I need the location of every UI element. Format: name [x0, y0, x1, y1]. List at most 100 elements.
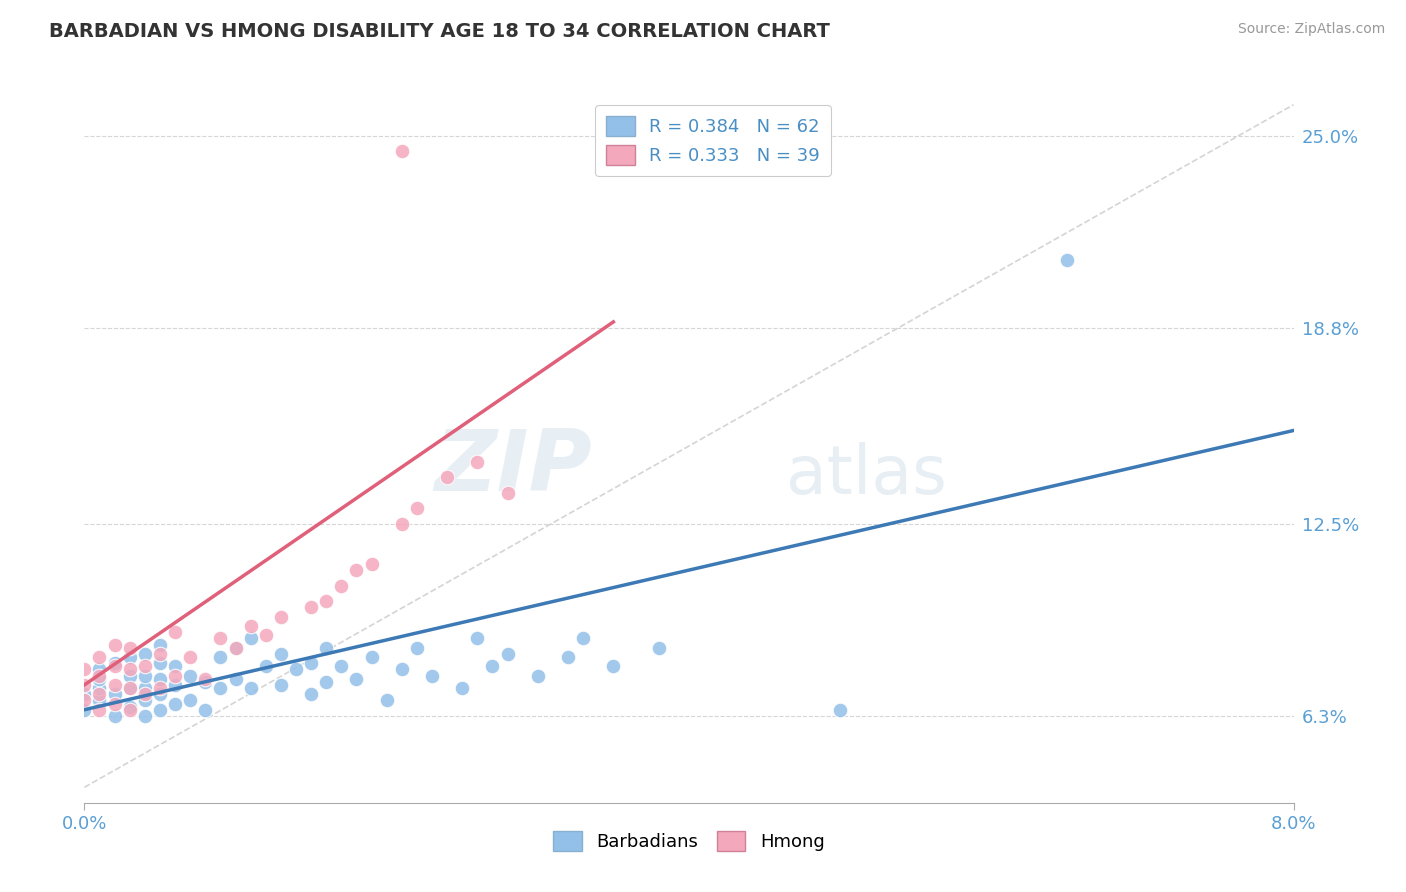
Point — [467, 632, 489, 646]
Point — [104, 697, 127, 711]
Point — [179, 650, 201, 665]
Point — [239, 632, 262, 646]
Point — [118, 668, 141, 682]
Text: BARBADIAN VS HMONG DISABILITY AGE 18 TO 34 CORRELATION CHART: BARBADIAN VS HMONG DISABILITY AGE 18 TO … — [49, 22, 830, 41]
Point — [89, 681, 111, 695]
Point — [118, 699, 141, 714]
Point — [134, 668, 156, 682]
Point — [391, 662, 413, 676]
Point — [89, 672, 111, 686]
Point — [330, 659, 353, 673]
Point — [360, 650, 382, 665]
Point — [118, 681, 141, 695]
Point — [330, 579, 353, 593]
Point — [104, 656, 127, 670]
Point — [830, 703, 852, 717]
Point — [239, 681, 262, 695]
Point — [134, 687, 156, 701]
Point — [104, 687, 127, 701]
Point — [149, 656, 172, 670]
Point — [436, 470, 458, 484]
Point — [225, 640, 247, 655]
Point — [375, 693, 398, 707]
Point — [134, 659, 156, 673]
Point — [89, 703, 111, 717]
Point — [118, 650, 141, 665]
Point — [299, 687, 322, 701]
Point — [134, 709, 156, 723]
Point — [165, 659, 187, 673]
Point — [406, 501, 429, 516]
Text: atlas: atlas — [786, 442, 946, 508]
Point — [225, 672, 247, 686]
Point — [496, 485, 519, 500]
Point — [194, 672, 217, 686]
Point — [89, 650, 111, 665]
Point — [270, 609, 292, 624]
Point — [165, 668, 187, 682]
Point — [406, 640, 429, 655]
Point — [572, 632, 595, 646]
Point — [1056, 252, 1078, 267]
Point — [149, 687, 172, 701]
Point — [73, 678, 96, 692]
Point — [481, 659, 503, 673]
Point — [134, 647, 156, 661]
Point — [209, 632, 232, 646]
Point — [270, 678, 292, 692]
Point — [149, 703, 172, 717]
Point — [179, 668, 201, 682]
Point — [89, 693, 111, 707]
Point — [360, 557, 382, 571]
Point — [118, 703, 141, 717]
Point — [118, 640, 141, 655]
Point — [89, 668, 111, 682]
Point — [149, 647, 172, 661]
Point — [270, 647, 292, 661]
Point — [73, 693, 96, 707]
Point — [89, 662, 111, 676]
Point — [527, 668, 550, 682]
Point — [648, 640, 671, 655]
Point — [299, 656, 322, 670]
Point — [496, 647, 519, 661]
Point — [165, 625, 187, 640]
Point — [420, 668, 443, 682]
Point — [134, 693, 156, 707]
Point — [179, 693, 201, 707]
Point — [239, 619, 262, 633]
Point — [285, 662, 308, 676]
Point — [118, 681, 141, 695]
Point — [299, 600, 322, 615]
Point — [254, 659, 277, 673]
Point — [315, 674, 337, 689]
Point — [89, 687, 111, 701]
Point — [165, 678, 187, 692]
Point — [104, 659, 127, 673]
Point — [451, 681, 474, 695]
Point — [557, 650, 579, 665]
Point — [73, 687, 96, 701]
Point — [467, 454, 489, 468]
Point — [73, 662, 96, 676]
Point — [165, 697, 187, 711]
Point — [194, 674, 217, 689]
Point — [315, 640, 337, 655]
Point — [391, 516, 413, 531]
Point — [118, 662, 141, 676]
Text: ZIP: ZIP — [434, 425, 592, 509]
Legend: Barbadians, Hmong: Barbadians, Hmong — [546, 823, 832, 858]
Point — [134, 681, 156, 695]
Point — [104, 638, 127, 652]
Point — [149, 638, 172, 652]
Point — [209, 650, 232, 665]
Point — [149, 681, 172, 695]
Point — [315, 594, 337, 608]
Point — [104, 709, 127, 723]
Point — [391, 145, 413, 159]
Point — [346, 672, 368, 686]
Point — [254, 628, 277, 642]
Point — [225, 640, 247, 655]
Point — [346, 563, 368, 577]
Point — [104, 678, 127, 692]
